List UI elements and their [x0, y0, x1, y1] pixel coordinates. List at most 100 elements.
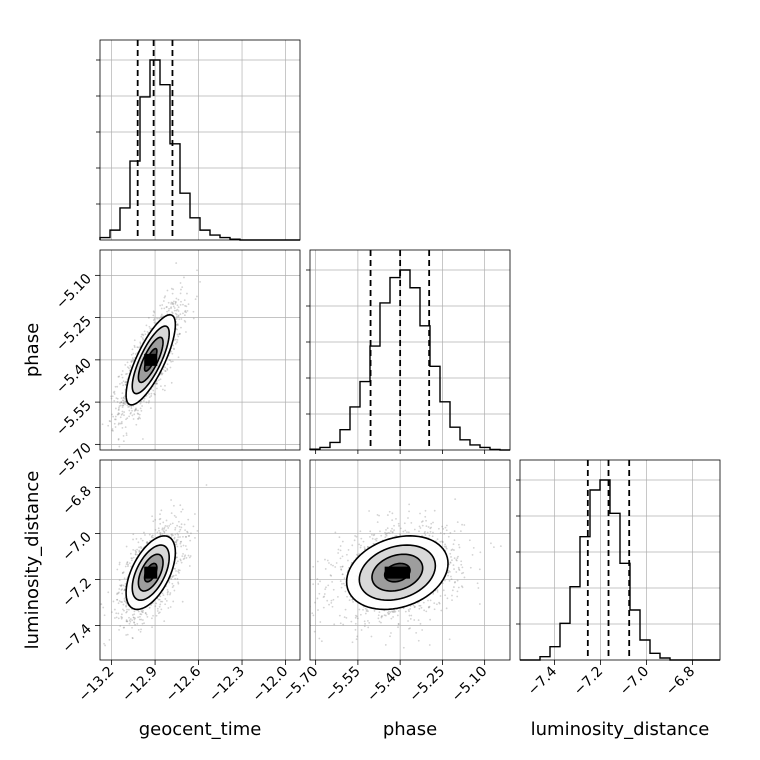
scatter-point [123, 402, 125, 405]
scatter-point [344, 584, 347, 587]
scatter-point [144, 534, 146, 536]
scatter-point [114, 617, 116, 619]
scatter-point [103, 642, 105, 645]
scatter-point [176, 333, 179, 336]
scatter-point [115, 397, 118, 400]
scatter-point [125, 634, 128, 636]
scatter-point [151, 534, 154, 537]
scatter-point [332, 598, 335, 601]
y-tick-label: −6.8 [59, 483, 94, 518]
scatter-point [148, 400, 150, 402]
scatter-point [130, 360, 133, 363]
scatter-point [177, 520, 180, 523]
scatter-point [158, 611, 161, 614]
scatter-point [324, 568, 327, 570]
scatter-point [391, 610, 393, 613]
scatter-point [165, 305, 168, 308]
scatter-point [368, 622, 371, 624]
scatter-point [139, 417, 141, 420]
scatter-point [424, 530, 426, 533]
scatter-point [124, 400, 127, 403]
scatter-point [180, 288, 182, 291]
scatter-point [127, 563, 130, 566]
scatter-point [152, 536, 154, 539]
scatter-point [441, 541, 444, 543]
scatter-point [160, 372, 163, 374]
scatter-point [353, 539, 356, 542]
scatter-point [455, 559, 458, 562]
scatter-point [188, 556, 191, 559]
scatter-point [395, 518, 397, 520]
scatter-point [352, 600, 354, 603]
x-tick-label: −12.6 [163, 663, 205, 705]
scatter-panel-geocent_time-luminosity_distance [100, 460, 300, 660]
scatter-point [418, 604, 421, 607]
scatter-point [178, 318, 181, 321]
scatter-point [317, 609, 319, 611]
scatter-point [439, 540, 442, 543]
scatter-point [145, 542, 148, 544]
scatter-point [133, 413, 136, 416]
x-axis-label-phase: phase [383, 719, 437, 740]
scatter-point [126, 608, 128, 611]
scatter-point [182, 558, 185, 561]
scatter-point [178, 530, 181, 533]
scatter-point [179, 528, 182, 531]
scatter-point [386, 527, 389, 530]
scatter-point [161, 527, 164, 530]
scatter-point [127, 565, 129, 568]
scatter-point [185, 331, 187, 333]
scatter-point [408, 614, 411, 617]
scatter-point [408, 503, 411, 506]
scatter-point [126, 372, 128, 375]
scatter-point [341, 565, 344, 568]
scatter-point [122, 608, 124, 611]
scatter-point [116, 598, 119, 601]
scatter-point [359, 546, 362, 549]
scatter-point [121, 370, 124, 372]
scatter-point [112, 429, 114, 432]
scatter-point [129, 620, 132, 623]
scatter-point [333, 623, 336, 626]
scatter-point [390, 617, 393, 620]
scatter-point [383, 614, 386, 617]
scatter-point [124, 403, 126, 406]
scatter-point [425, 525, 428, 528]
scatter-point [168, 524, 171, 527]
scatter-point [165, 306, 168, 309]
scatter-point [133, 344, 136, 347]
scatter-point [433, 608, 436, 611]
scatter-point [181, 508, 184, 511]
scatter-point [158, 598, 161, 601]
scatter-point [393, 609, 396, 612]
scatter-point [388, 612, 391, 615]
scatter-point [341, 573, 344, 576]
scatter-point [166, 591, 169, 594]
scatter-point [174, 526, 177, 529]
scatter-point [123, 577, 126, 580]
scatter-point [117, 592, 120, 595]
scatter-point [120, 422, 123, 425]
scatter-point [460, 563, 463, 566]
scatter-point [175, 539, 178, 542]
scatter-point [374, 538, 377, 541]
scatter-point [174, 533, 177, 536]
x-tick-label: −5.40 [364, 664, 406, 706]
scatter-point [114, 426, 117, 428]
scatter-point [375, 537, 378, 540]
scatter-point [356, 617, 359, 620]
histogram-frame-luminosity_distance [519, 459, 721, 661]
scatter-point [159, 304, 162, 307]
scatter-point [121, 601, 123, 603]
scatter-point [436, 589, 439, 592]
scatter-point [156, 382, 158, 385]
scatter-point [447, 574, 449, 577]
scatter-point [172, 584, 175, 587]
scatter-point [390, 632, 392, 634]
scatter-point [376, 513, 379, 516]
scatter-point [130, 565, 133, 568]
scatter-point [412, 604, 415, 607]
scatter-point [125, 432, 128, 435]
scatter-point [163, 526, 166, 529]
scatter-point [114, 385, 117, 388]
